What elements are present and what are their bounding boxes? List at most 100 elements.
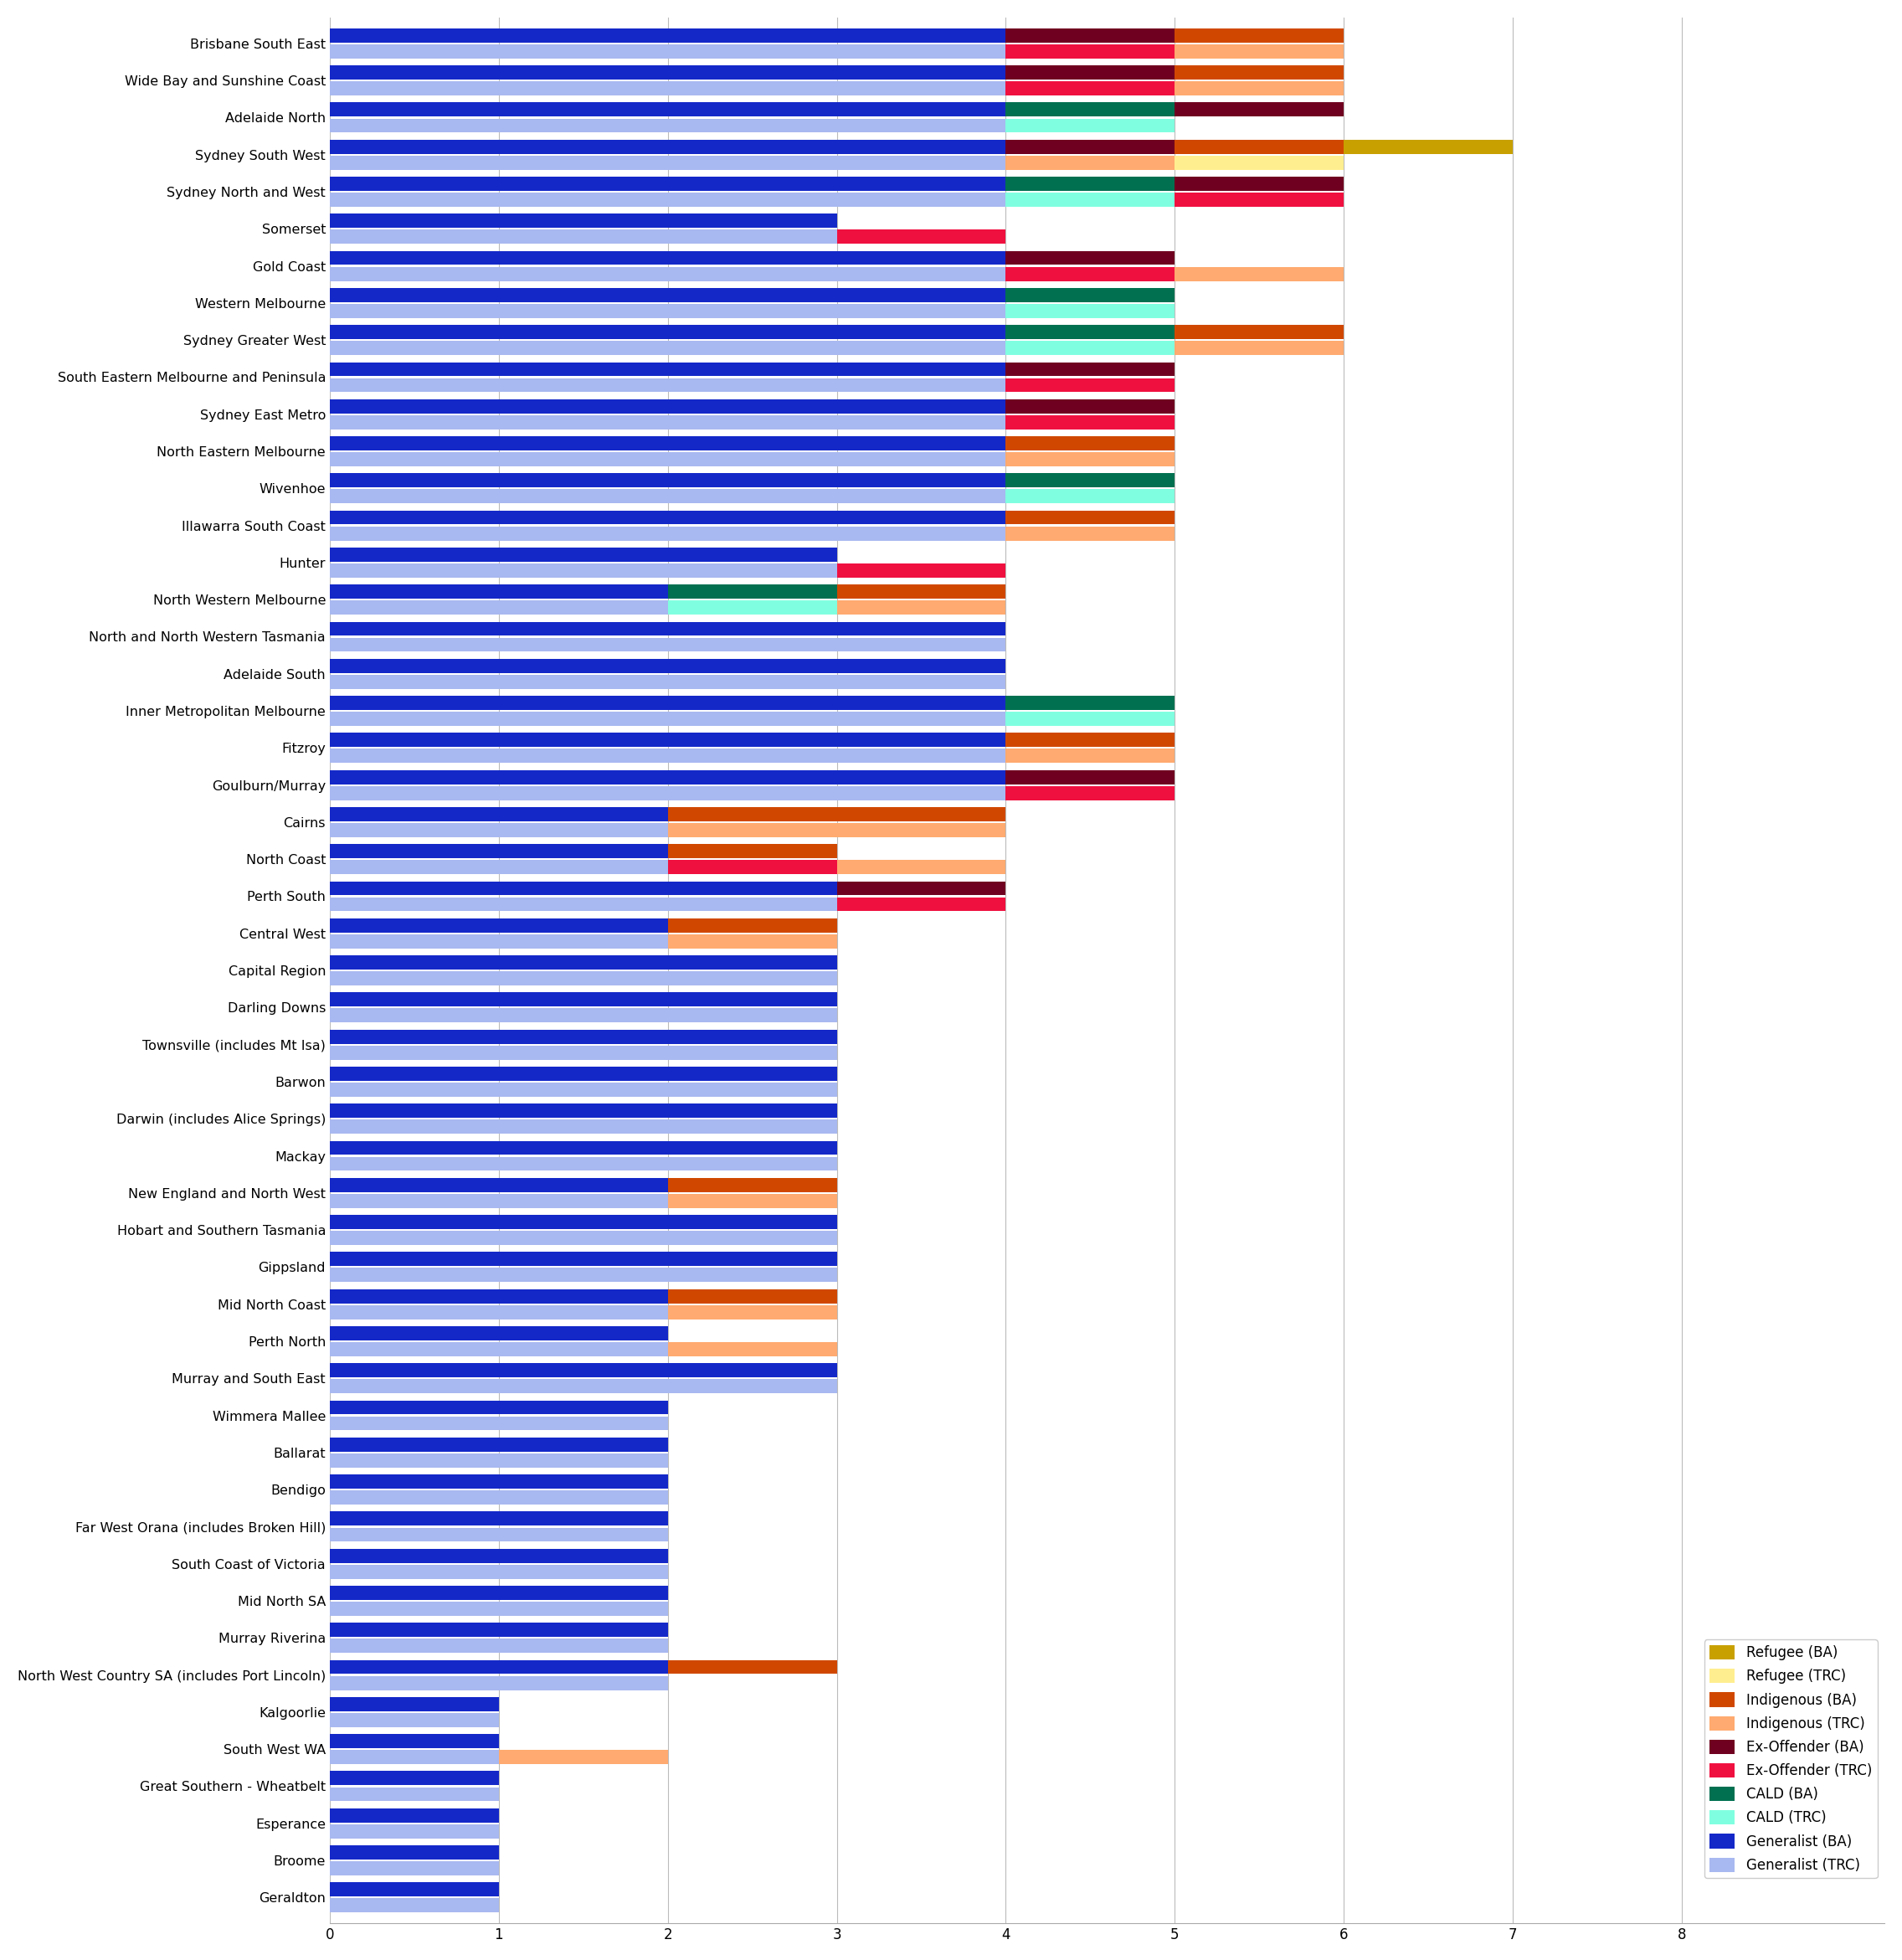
Bar (329, 1268, 837, 1282)
Bar (1006, 176, 1175, 190)
Bar (1006, 304, 1175, 318)
Bar (329, 1215, 837, 1229)
Bar (329, 1713, 498, 1727)
Bar (329, 1454, 668, 1468)
Bar (329, 1178, 668, 1192)
Bar (329, 621, 1006, 635)
Bar (329, 584, 668, 598)
Bar (1006, 786, 1175, 800)
Bar (329, 490, 1006, 504)
Bar (329, 267, 1006, 280)
Bar (668, 919, 837, 933)
Bar (1006, 267, 1175, 280)
Bar (329, 1009, 837, 1023)
Bar (329, 770, 1006, 784)
Bar (668, 860, 837, 874)
Bar (1006, 416, 1175, 429)
Bar (1006, 341, 1175, 355)
Bar (329, 325, 1006, 339)
Bar (329, 1809, 498, 1823)
Bar (668, 1194, 837, 1207)
Bar (1175, 27, 1345, 43)
Bar (329, 1231, 837, 1245)
Bar (668, 808, 1006, 821)
Bar (329, 1290, 668, 1303)
Bar (329, 659, 1006, 672)
Bar (837, 563, 1006, 578)
Bar (329, 45, 1006, 59)
Bar (329, 1639, 668, 1652)
Bar (1006, 251, 1175, 265)
Bar (837, 584, 1006, 598)
Bar (329, 1343, 668, 1356)
Bar (329, 1029, 837, 1043)
Bar (1006, 510, 1175, 525)
Bar (1006, 696, 1175, 710)
Bar (1006, 102, 1175, 118)
Bar (1175, 82, 1345, 96)
Bar (1006, 363, 1175, 376)
Bar (329, 1380, 837, 1394)
Bar (329, 955, 837, 970)
Bar (329, 547, 837, 563)
Bar (1175, 176, 1345, 190)
Bar (668, 935, 837, 949)
Bar (329, 1252, 837, 1266)
Bar (329, 1586, 668, 1599)
Bar (329, 1305, 668, 1319)
Bar (668, 1343, 837, 1356)
Bar (1006, 288, 1175, 302)
Bar (1006, 192, 1175, 206)
Bar (837, 882, 1006, 896)
Bar (329, 733, 1006, 747)
Bar (1006, 400, 1175, 414)
Bar (1006, 453, 1175, 466)
Bar (329, 1437, 668, 1452)
Bar (329, 1548, 668, 1562)
Bar (329, 1417, 668, 1431)
Bar (329, 786, 1006, 800)
Bar (329, 229, 837, 243)
Bar (329, 935, 668, 949)
Bar (837, 229, 1006, 243)
Bar (329, 1119, 837, 1133)
Bar (329, 1527, 668, 1543)
Bar (668, 600, 837, 615)
Legend: Refugee (BA), Refugee (TRC), Indigenous (BA), Indigenous (TRC), Ex-Offender (BA): Refugee (BA), Refugee (TRC), Indigenous … (1704, 1641, 1877, 1878)
Bar (329, 992, 837, 1007)
Bar (1006, 82, 1175, 96)
Bar (1175, 102, 1345, 118)
Bar (329, 749, 1006, 762)
Bar (329, 155, 1006, 171)
Bar (329, 1364, 837, 1378)
Bar (329, 378, 1006, 392)
Bar (668, 1290, 837, 1303)
Bar (329, 1399, 668, 1415)
Bar (329, 102, 1006, 118)
Bar (329, 860, 668, 874)
Bar (1175, 192, 1345, 206)
Bar (329, 1697, 498, 1711)
Bar (329, 1750, 498, 1764)
Bar (329, 600, 668, 615)
Bar (329, 563, 837, 578)
Bar (1006, 474, 1175, 488)
Bar (329, 1082, 837, 1098)
Bar (329, 972, 837, 986)
Bar (329, 711, 1006, 725)
Bar (329, 27, 1006, 43)
Bar (668, 1305, 837, 1319)
Bar (329, 474, 1006, 488)
Bar (329, 510, 1006, 525)
Bar (668, 823, 1006, 837)
Bar (329, 1882, 498, 1897)
Bar (1175, 45, 1345, 59)
Bar (329, 1141, 837, 1154)
Bar (329, 400, 1006, 414)
Bar (329, 845, 668, 858)
Bar (329, 823, 668, 837)
Bar (1175, 341, 1345, 355)
Bar (1006, 490, 1175, 504)
Bar (329, 696, 1006, 710)
Bar (668, 1660, 837, 1674)
